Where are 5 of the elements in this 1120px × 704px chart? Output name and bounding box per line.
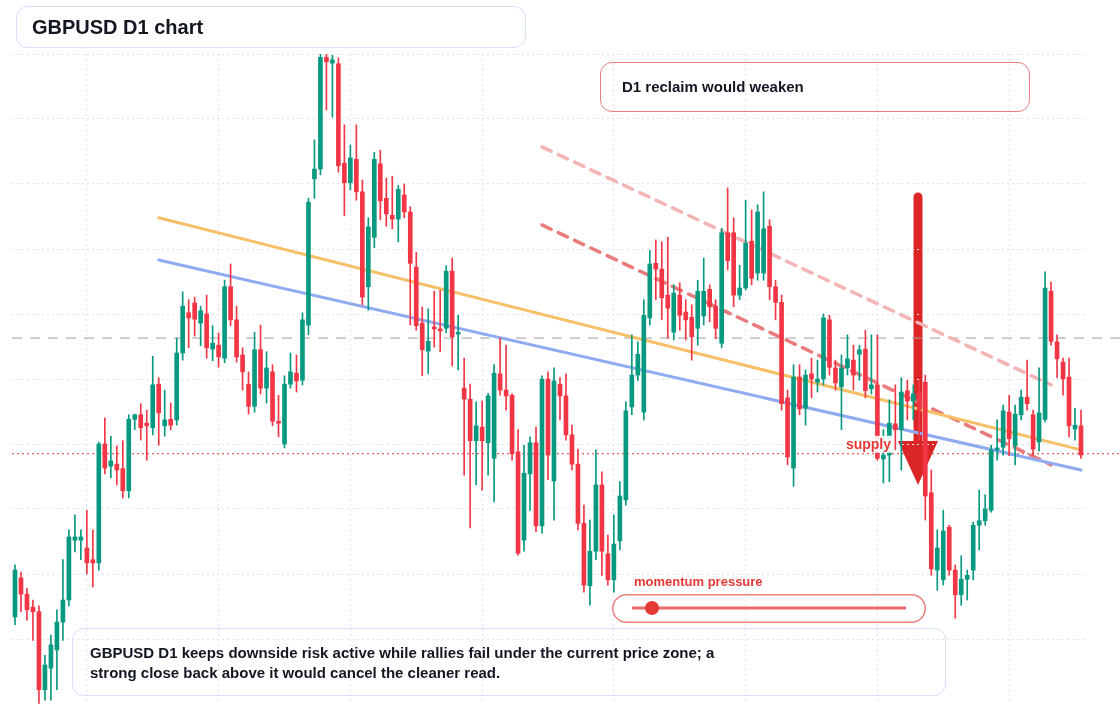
annotation: momentum pressure [634, 574, 763, 589]
chart-title: GBPUSD D1 chart [16, 6, 526, 48]
annotation: D1 reclaim would weaken [600, 62, 1030, 112]
annotation: GBPUSD D1 keeps downside risk active while rallies fail under the current price zone; a strong close back above it would cancel the cleaner read. [90, 643, 716, 683]
ref-line-label: supply [845, 435, 892, 452]
